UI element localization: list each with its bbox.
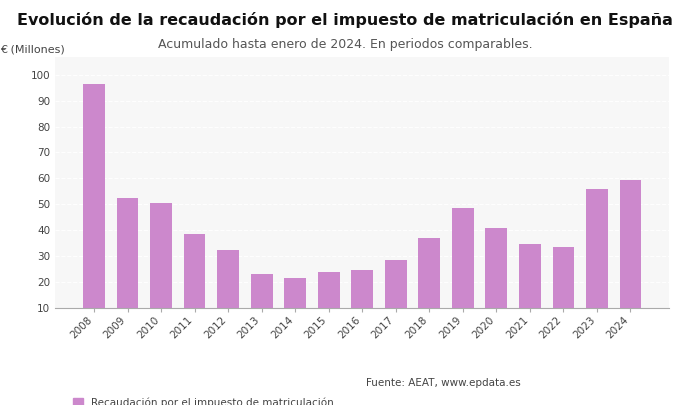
Bar bbox=[184, 234, 206, 308]
Bar bbox=[250, 274, 273, 308]
Bar bbox=[486, 228, 507, 308]
Bar bbox=[519, 244, 541, 308]
Bar bbox=[418, 238, 440, 308]
Bar bbox=[385, 260, 406, 308]
Bar bbox=[452, 208, 474, 308]
Text: Fuente: AEAT, www.epdata.es: Fuente: AEAT, www.epdata.es bbox=[366, 378, 520, 388]
Bar bbox=[83, 84, 105, 308]
Bar bbox=[318, 272, 339, 308]
Bar bbox=[284, 278, 306, 308]
Legend: Recaudación por el impuesto de matriculación: Recaudación por el impuesto de matricula… bbox=[72, 398, 334, 405]
Bar bbox=[150, 203, 172, 308]
Text: Acumulado hasta enero de 2024. En periodos comparables.: Acumulado hasta enero de 2024. En period… bbox=[158, 38, 532, 51]
Bar bbox=[217, 249, 239, 308]
Bar bbox=[351, 270, 373, 308]
Text: € (Millones): € (Millones) bbox=[0, 44, 65, 54]
Bar bbox=[553, 247, 574, 308]
Bar bbox=[586, 189, 608, 308]
Bar bbox=[117, 198, 139, 308]
Bar bbox=[620, 180, 642, 308]
Text: Evolución de la recaudación por el impuesto de matriculación en España: Evolución de la recaudación por el impue… bbox=[17, 12, 673, 28]
